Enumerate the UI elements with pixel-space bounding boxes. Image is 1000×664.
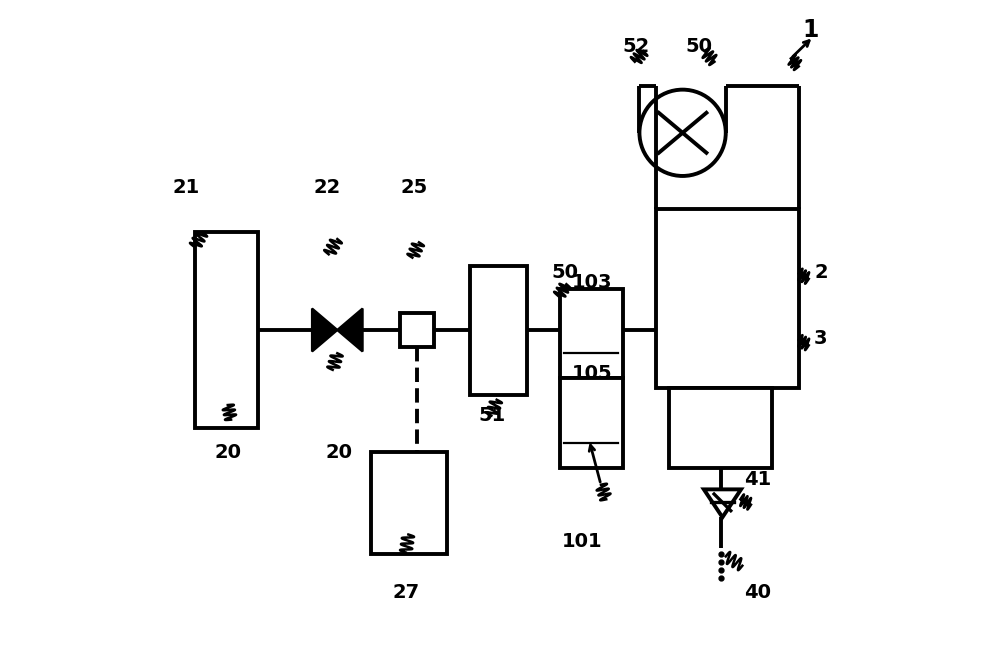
Bar (560, 289, 623, 378)
Text: 50: 50 (552, 263, 579, 282)
Text: 2: 2 (814, 263, 828, 282)
Text: 41: 41 (744, 470, 771, 489)
Bar (400, 313, 434, 347)
Text: 50: 50 (686, 37, 713, 56)
Text: 1: 1 (803, 18, 819, 42)
Text: 3: 3 (814, 329, 828, 348)
Bar (656, 209, 799, 388)
Polygon shape (337, 309, 363, 351)
Text: 25: 25 (400, 178, 427, 197)
Text: 103: 103 (571, 273, 612, 291)
Bar (371, 452, 447, 554)
Polygon shape (312, 309, 337, 351)
Bar (470, 266, 527, 395)
Bar (560, 378, 623, 468)
Text: 22: 22 (314, 178, 341, 197)
Bar (669, 388, 772, 468)
Text: 21: 21 (173, 178, 200, 197)
Text: 20: 20 (326, 444, 353, 462)
Text: 51: 51 (478, 406, 506, 424)
Text: 52: 52 (622, 37, 650, 56)
Text: 105: 105 (571, 364, 612, 382)
Text: 101: 101 (561, 532, 602, 550)
Text: 27: 27 (392, 583, 419, 602)
Bar (195, 232, 258, 428)
Text: 40: 40 (744, 583, 771, 602)
Text: 20: 20 (214, 444, 241, 462)
